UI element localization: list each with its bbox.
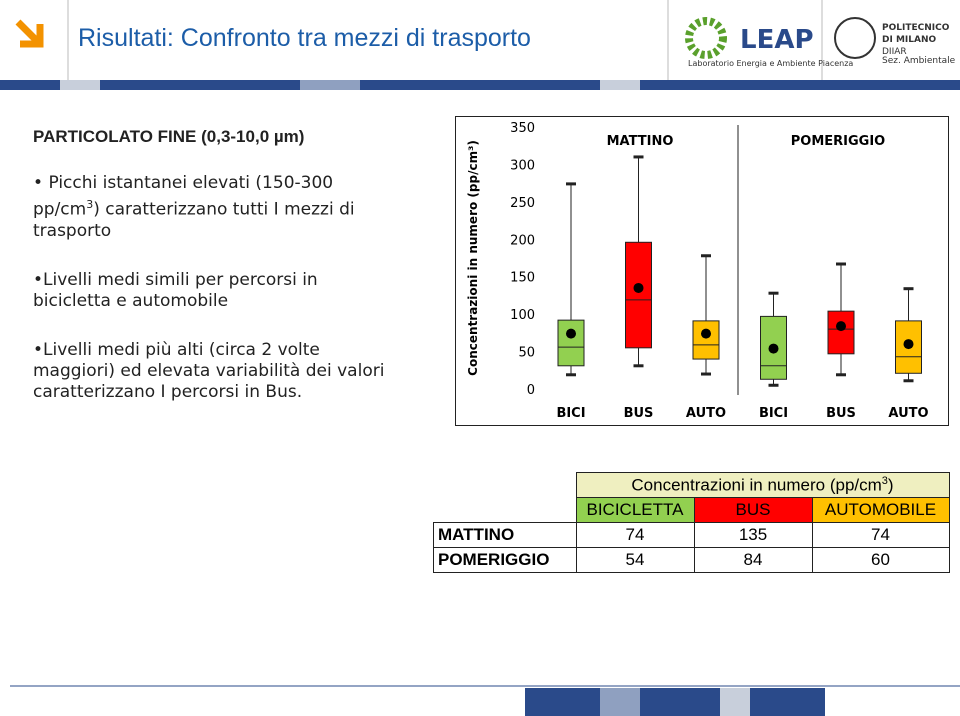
bullet: • Picchi istantanei elevati (150-300 pp/…: [33, 173, 355, 241]
table-cell: MATTINO: [433, 522, 577, 548]
table-cell: POMERIGGIO: [433, 547, 577, 573]
box: [625, 241, 652, 349]
group-label: MATTINO: [607, 134, 674, 149]
table-row: POMERIGGIO 54 84 60: [433, 547, 950, 573]
bottom-bar: [600, 688, 640, 716]
table-cell: BICICLETTA: [575, 497, 695, 523]
polimi-line: DI MILANO: [882, 35, 936, 45]
table-cell: BUS: [693, 497, 813, 523]
mean: [903, 339, 914, 350]
table-row: MATTINO 74 135 74: [433, 522, 950, 548]
x-tick-label: AUTO: [888, 406, 928, 421]
bullet: •Livelli medi più alti (circa 2 volte ma…: [33, 339, 385, 402]
y-tick-label: 200: [510, 233, 535, 248]
text-block: PARTICOLATO FINE (0,3-10,0 µm) • Picchi …: [33, 126, 393, 431]
mean: [566, 328, 576, 339]
top-bar: [300, 80, 360, 90]
table-cell: 135: [693, 522, 813, 548]
text: Picchi istantanei elevati (150-300 pp/cm: [33, 173, 334, 220]
heading: PARTICOLATO FINE (0,3-10,0 µm): [33, 127, 305, 146]
y-tick-label: 250: [510, 196, 535, 211]
leap-subtitle: Laboratorio Energia e Ambiente Piacenza: [688, 59, 853, 68]
box: [557, 319, 585, 367]
polimi-section: Sez. Ambientale: [882, 56, 956, 66]
table-title: Concentrazioni in numero (pp/cm3): [575, 472, 950, 498]
arrow-icon: [15, 19, 44, 48]
text: Livelli medi più alti (circa 2 volte mag…: [33, 339, 385, 402]
mean: [701, 328, 711, 339]
polimi-dept: DIIAR: [882, 47, 907, 57]
text: ) caratterizzano tutti I mezzi di traspo…: [33, 199, 355, 241]
leap-name: LEAP: [740, 25, 814, 55]
sup: 3: [86, 198, 94, 211]
text: ): [887, 475, 894, 495]
sup: 3: [881, 474, 888, 487]
x-tick-label: BUS: [624, 406, 654, 421]
bottom-bar: [525, 688, 825, 716]
y-tick-label: 350: [510, 121, 535, 136]
top-bar: [60, 80, 100, 90]
bottom-bar: [720, 688, 750, 716]
polimi-line: POLITECNICO: [882, 23, 950, 33]
text: Livelli medi simili per percorsi in bici…: [33, 269, 318, 311]
top-bar: [600, 80, 640, 90]
y-tick-label: 100: [510, 308, 535, 323]
table-cell: 74: [811, 522, 950, 548]
leap-logo: [685, 17, 727, 59]
x-tick-label: AUTO: [686, 406, 726, 421]
top-bar: [0, 80, 960, 90]
y-tick-label: 0: [527, 383, 535, 398]
table-cell: 54: [575, 547, 695, 573]
chart: Concentrazioni in numero (pp/cm³) 0 50 100…: [455, 116, 949, 426]
box: [827, 310, 855, 355]
polimi-seal: [834, 17, 876, 59]
y-tick-label: 150: [510, 271, 535, 286]
x-tick-label: BUS: [826, 406, 856, 421]
y-tick-label: 50: [518, 346, 535, 361]
y-tick-label: 300: [510, 158, 535, 173]
slide-title: Risultati: Confronto tra mezzi di traspo…: [78, 24, 531, 52]
box: [692, 320, 720, 360]
mean: [768, 343, 779, 354]
table-cell: 74: [575, 522, 695, 548]
data-table: Concentrazioni in numero (pp/cm3) BICICL…: [433, 472, 950, 573]
text: Concentrazioni in numero (pp/cm: [631, 475, 882, 495]
group-label: POMERIGGIO: [791, 134, 885, 149]
mean: [836, 321, 846, 332]
y-axis-label: Concentrazioni in numero (pp/cm³): [466, 140, 480, 376]
table-cell: AUTOMOBILE: [811, 497, 950, 523]
bullet: •Livelli medi simili per percorsi in bic…: [33, 269, 318, 311]
x-tick-label: BICI: [759, 406, 788, 421]
x-tick-label: BICI: [556, 406, 585, 421]
table-cell: 84: [693, 547, 813, 573]
table-cell: 60: [811, 547, 950, 573]
mean: [633, 282, 644, 293]
